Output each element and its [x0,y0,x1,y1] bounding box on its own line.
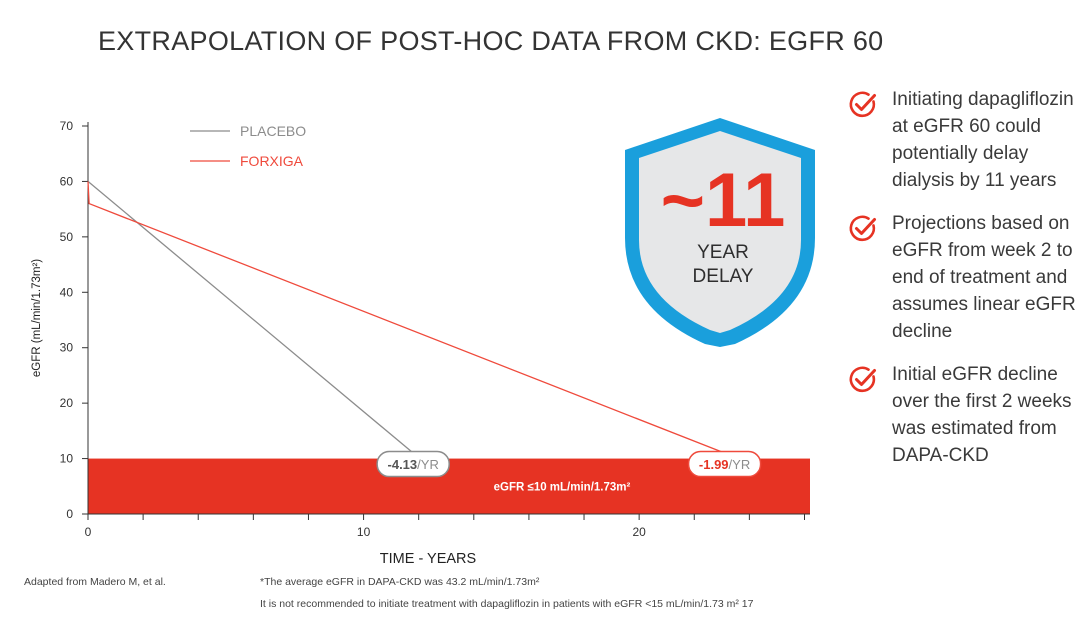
key-point-text: Projections based on eGFR from week 2 to… [892,213,1076,342]
key-point-text: Initiating dapagliflozin at eGFR 60 coul… [892,89,1074,191]
y-tick-label: 70 [60,119,74,133]
key-points-list: Initiating dapagliflozin at eGFR 60 coul… [848,86,1083,485]
check-circle-icon [849,215,876,242]
x-tick-label: 0 [85,525,92,539]
footnote-average-egfr: *The average eGFR in DAPA-CKD was 43.2 m… [260,576,540,588]
x-tick-label: 10 [357,525,371,539]
y-tick-label: 50 [60,230,74,244]
check-circle-icon [849,366,876,393]
shield-inner [639,131,801,333]
key-point: Initial eGFR decline over the first 2 we… [848,361,1083,469]
key-point: Projections based on eGFR from week 2 to… [848,210,1083,345]
rate-value: -1.99 [699,457,729,472]
rate-callout-forxiga: -1.99/YR [687,450,762,478]
badge-number: ~11 [661,158,786,243]
x-tick-label: 20 [632,525,646,539]
key-point-text: Initial eGFR decline over the first 2 we… [892,364,1072,466]
series-line-forxiga [87,181,725,454]
rate-callout-pill [687,450,762,478]
y-tick-label: 60 [60,174,74,188]
source-citation: Adapted from Madero M, et al. [24,576,166,588]
rate-value: -4.13 [388,457,418,472]
year-delay-shield-badge: ~11 YEAR DELAY [625,118,815,347]
rate-callout-pill [376,450,450,478]
rate-callout-placebo: -4.13/YR [376,450,450,478]
threshold-band-label: eGFR ≤10 mL/min/1.73m² [494,481,631,493]
check-circle-icon [849,91,876,118]
badge-line1: YEAR [697,242,749,263]
rate-unit: /YR [417,457,439,472]
x-axis-label: TIME - YEARS [380,551,476,567]
key-point: Initiating dapagliflozin at eGFR 60 coul… [848,86,1083,194]
y-tick-label: 20 [60,396,74,410]
y-tick-label: 40 [60,285,74,299]
badge-line2: DELAY [693,266,754,287]
egfr-line-chart: eGFR ≤10 mL/min/1.73m² 0 10 20 30 40 50 60 70 0 10… [31,119,810,567]
y-axis-label: eGFR (mL/min/1.73m²) [31,259,43,377]
rate-unit: /YR [729,457,751,472]
y-tick-label: 30 [60,341,74,355]
series-line-placebo [87,180,414,454]
legend-label: FORXIGA [240,153,304,169]
legend-label: PLACEBO [240,123,306,139]
y-tick-label: 0 [66,507,73,521]
footnote-recommendation: It is not recommended to initiate treatm… [260,598,754,610]
rate-callout-text: -4.13/YR [388,457,439,472]
page-title: EXTRAPOLATION OF POST-HOC DATA FROM CKD:… [98,26,884,56]
rate-callout-text: -1.99/YR [699,457,750,472]
y-tick-label: 10 [60,452,74,466]
